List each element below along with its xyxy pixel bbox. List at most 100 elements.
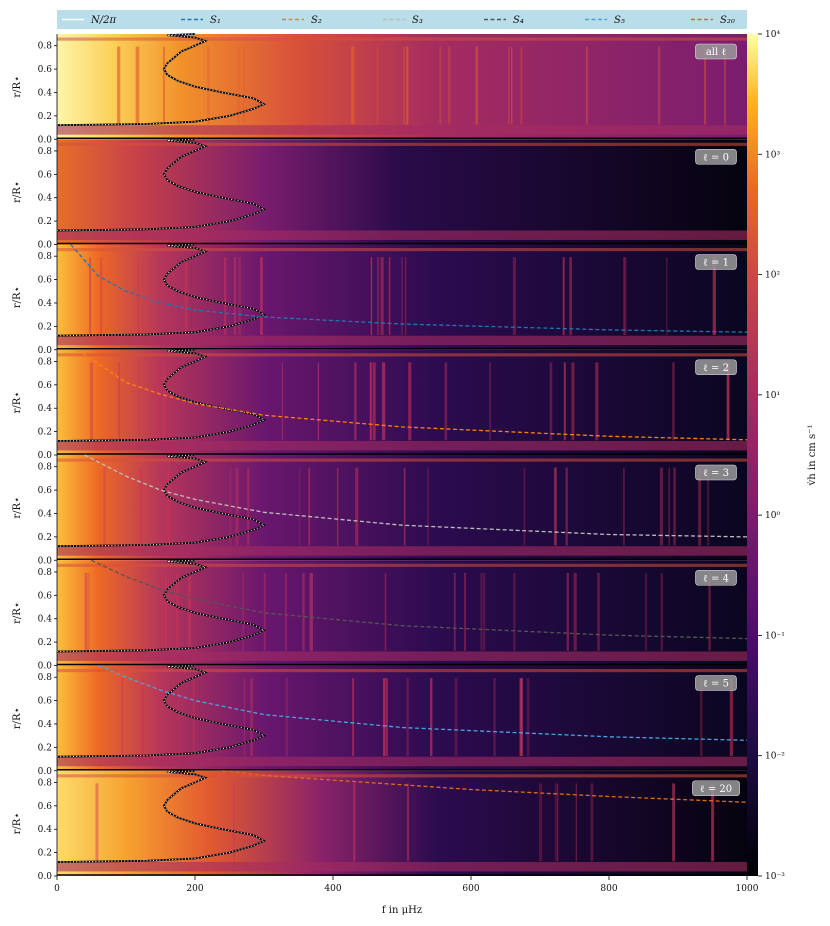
y-axis-label: r/R⋆ bbox=[12, 76, 23, 98]
mode-ridge bbox=[243, 678, 246, 757]
mode-ridge bbox=[173, 257, 175, 336]
panel-tag bbox=[695, 359, 737, 376]
core-band bbox=[57, 651, 747, 661]
mode-ridge bbox=[700, 678, 703, 757]
x-tick-label: 200 bbox=[186, 884, 203, 894]
brunt-vaisala-curve bbox=[56, 664, 266, 758]
colorbar-tick-label: 10⁻¹ bbox=[765, 631, 785, 641]
mode-ridge bbox=[135, 46, 139, 125]
brunt-vaisala-curve bbox=[56, 33, 266, 127]
panel-tag bbox=[695, 148, 737, 165]
mode-ridge bbox=[121, 678, 124, 757]
mode-ridge bbox=[229, 467, 232, 546]
y-tick-label: 0.2 bbox=[38, 112, 52, 122]
mode-ridge bbox=[381, 362, 386, 441]
mode-ridge bbox=[388, 257, 391, 336]
mode-ridge bbox=[623, 257, 627, 336]
y-tick-label: 0.2 bbox=[38, 322, 52, 332]
x-axis: 0 200 400 600 800 1000 f in μHz bbox=[54, 876, 759, 916]
mode-ridge bbox=[539, 783, 543, 862]
x-tick-label: 0 bbox=[54, 884, 60, 894]
mode-ridge bbox=[162, 46, 166, 125]
y-axis-label: r/R⋆ bbox=[12, 707, 23, 729]
y-tick-label: 0.2 bbox=[38, 849, 52, 859]
mode-ridge bbox=[95, 783, 99, 862]
mode-ridge bbox=[644, 572, 648, 651]
mode-ridge bbox=[354, 362, 357, 441]
legend-label: S₁ bbox=[210, 15, 221, 26]
mode-ridge bbox=[352, 678, 355, 757]
mode-ridge bbox=[573, 572, 577, 651]
colorbar-tick-label: 10³ bbox=[765, 150, 780, 160]
mode-ridge bbox=[483, 572, 486, 651]
colorbar-tick-label: 10² bbox=[765, 271, 780, 281]
y-axis-label: r/R⋆ bbox=[12, 286, 23, 308]
y-tick-label: 0.4 bbox=[38, 299, 53, 309]
y-tick-label: 0.0 bbox=[38, 135, 53, 145]
mode-ridge bbox=[549, 362, 553, 441]
panel-tag-label: ℓ = 4 bbox=[703, 573, 729, 584]
y-axis-label: r/R⋆ bbox=[12, 812, 23, 834]
mode-ridge bbox=[268, 783, 270, 862]
legend-label: S₃ bbox=[412, 15, 423, 26]
lamb-frequency-curve bbox=[70, 244, 748, 333]
mode-ridge bbox=[141, 678, 144, 757]
mode-ridge bbox=[430, 678, 433, 757]
surface-band bbox=[57, 458, 747, 462]
legend-background bbox=[57, 10, 747, 29]
mode-ridge bbox=[351, 46, 353, 125]
colorbar-tick-label: 10¹ bbox=[765, 391, 780, 401]
mode-ridge bbox=[167, 467, 170, 546]
panel-tag bbox=[695, 464, 737, 481]
y-tick-label: 0.0 bbox=[38, 346, 53, 356]
mode-ridge bbox=[155, 362, 158, 441]
mode-ridge bbox=[444, 362, 448, 441]
mode-ridge bbox=[448, 46, 451, 125]
mode-ridge bbox=[90, 362, 93, 441]
mode-ridge bbox=[508, 46, 510, 125]
surface-band bbox=[57, 774, 747, 778]
core-band bbox=[57, 335, 747, 346]
brunt-vaisala-curve bbox=[56, 243, 266, 337]
lamb-frequency-curve bbox=[91, 559, 748, 640]
mode-ridge bbox=[729, 678, 733, 757]
panel: ℓ = 0 0.0 0.2 0.4 0.6 0.8 r/R⋆ bbox=[12, 138, 747, 251]
mode-ridge bbox=[523, 467, 526, 546]
mode-ridge bbox=[351, 46, 355, 125]
colorbar-tick-label: 10⁻² bbox=[765, 752, 785, 762]
y-tick-label: 0.2 bbox=[38, 638, 52, 648]
mode-ridge bbox=[566, 572, 569, 651]
heatmap-area bbox=[57, 665, 747, 771]
mode-ridge bbox=[595, 362, 599, 441]
mode-ridge bbox=[575, 783, 578, 862]
panel: ℓ = 5 0.0 0.2 0.4 0.6 0.8 r/R⋆ bbox=[12, 664, 748, 777]
panel-tag-label: ℓ = 2 bbox=[703, 363, 729, 374]
panel: ℓ = 20 0.0 0.2 0.4 0.6 0.8 r/R⋆ bbox=[12, 769, 748, 882]
mode-ridge bbox=[563, 362, 566, 441]
mode-ridge bbox=[511, 46, 513, 125]
brunt-vaisala-curve bbox=[56, 454, 266, 548]
mode-ridge bbox=[355, 467, 359, 546]
mode-ridge bbox=[89, 257, 92, 336]
mode-ridge bbox=[336, 467, 339, 546]
mode-ridge bbox=[554, 467, 557, 546]
panel-tag-label: ℓ = 0 bbox=[703, 152, 729, 163]
colorbar-ticks: 10⁻³ 10⁻² 10⁻¹ 10⁰ 10¹ 10² 10³ 10⁴ bbox=[758, 30, 785, 882]
mode-ridge bbox=[554, 783, 557, 862]
mode-ridge bbox=[405, 257, 407, 336]
x-tick-label: 600 bbox=[462, 884, 479, 894]
mode-ridge bbox=[590, 783, 594, 862]
mode-ridge bbox=[489, 362, 491, 441]
mode-ridge bbox=[376, 257, 380, 336]
lamb-frequency-curve bbox=[98, 664, 748, 741]
panel-tag bbox=[695, 569, 737, 586]
y-tick-label: 0.8 bbox=[38, 147, 53, 157]
y-tick-label: 0.6 bbox=[38, 170, 53, 180]
mode-ridge bbox=[659, 467, 664, 546]
mode-ridge bbox=[673, 467, 676, 546]
core-band bbox=[57, 861, 747, 872]
mode-ridge bbox=[406, 678, 409, 757]
mode-ridge bbox=[384, 572, 387, 651]
lamb-frequency-curve bbox=[222, 770, 748, 803]
